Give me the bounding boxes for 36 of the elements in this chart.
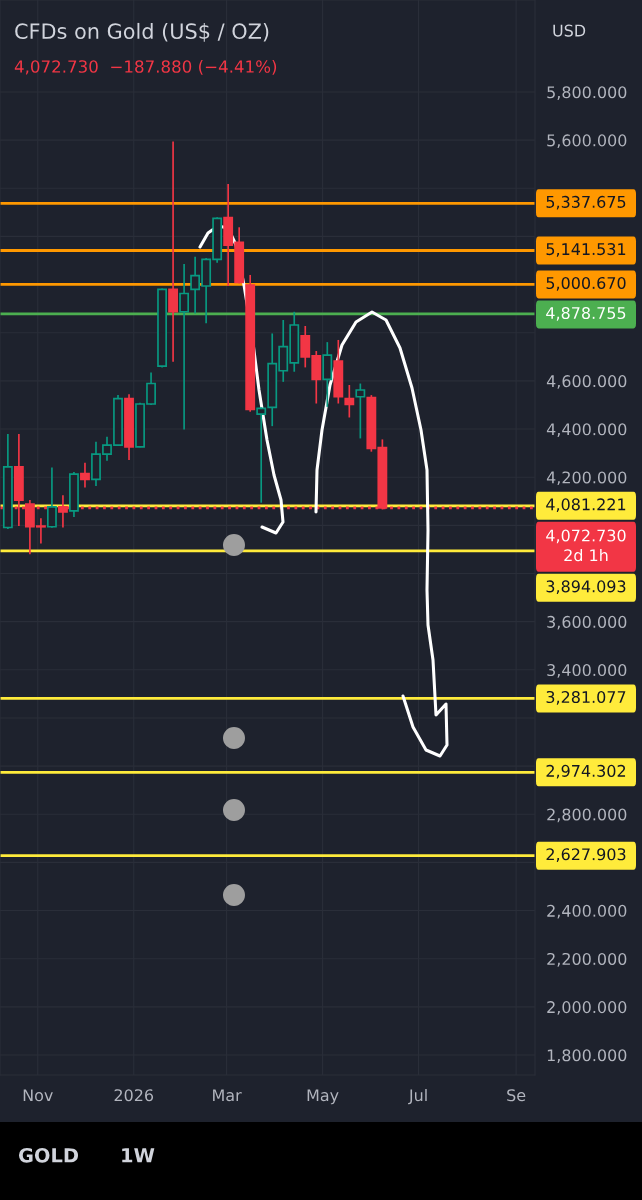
ref-line-label: 4,878.755 (546, 306, 626, 321)
candlestick (344, 384, 355, 419)
x-tick-label: Nov (23, 1089, 53, 1102)
candlestick (168, 140, 179, 363)
ref-line-label: 4,081.221 (546, 498, 626, 513)
y-tick-label: 5,600.000 (547, 134, 627, 149)
text: USD (553, 24, 586, 37)
text: 4,072.730 −187.880 (−4.41%) (14, 59, 277, 75)
text: CFDs on Gold (US$ / OZ) (15, 22, 269, 42)
y-tick-label: 2,200.000 (547, 952, 627, 967)
y-tick-label: 4,200.000 (546, 471, 627, 486)
y-tick-label: 4,600.000 (546, 375, 627, 389)
y-tick-label: 5,800.000 (547, 86, 627, 100)
y-tick-label: 2,400.000 (547, 904, 627, 919)
x-tick-label: 2026 (114, 1089, 154, 1102)
x-tick-label: Mar (213, 1089, 242, 1102)
ref-line-label: 5,141.531 (546, 243, 626, 257)
ref-line-label: 3,281.077 (546, 690, 626, 705)
x-tick-label: Se (507, 1089, 526, 1102)
x-tick-label: May (307, 1089, 339, 1105)
ref-line-label: 2,974.302 (546, 764, 626, 779)
y-tick-label: 2,800.000 (547, 808, 627, 823)
y-tick-label: 1,800.000 (547, 1049, 627, 1063)
ref-line-label: 3,894.093 (546, 580, 626, 595)
ref-line-label: 5,000.670 (546, 276, 626, 291)
y-tick-label: 4,400.000 (546, 423, 627, 437)
y-tick-label: 3,400.000 (547, 664, 627, 678)
text: GOLD (18, 1147, 78, 1163)
y-tick-label: 3,600.000 (547, 615, 627, 630)
ref-line-label: 2,627.903 (546, 848, 626, 862)
text: 1W (122, 1148, 155, 1163)
x-tick-label: Jul (408, 1088, 427, 1105)
candlestick (80, 461, 90, 489)
ref-line-label: 4,072.730 2d 1h (546, 529, 626, 562)
y-tick-label: 2,000.000 (547, 1001, 627, 1015)
ref-line-label: 5,337.675 (546, 195, 626, 210)
